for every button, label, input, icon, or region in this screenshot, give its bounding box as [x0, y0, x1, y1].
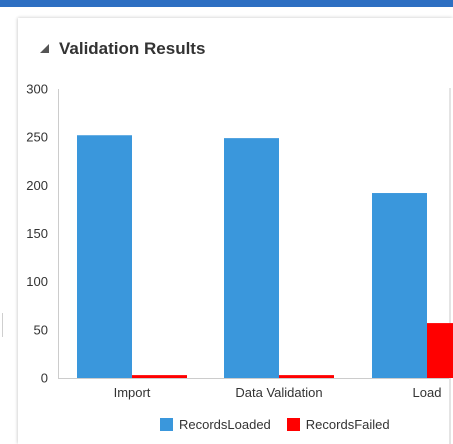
- triangle-collapse-icon[interactable]: [40, 44, 49, 53]
- bar-records-loaded-import: [77, 135, 132, 378]
- bar-records-loaded-load: [372, 193, 427, 378]
- y-tick-label: 0: [41, 371, 48, 386]
- chart-legend: RecordsLoaded RecordsFailed: [160, 416, 406, 432]
- legend-label: RecordsLoaded: [179, 416, 271, 432]
- y-tick-label: 200: [26, 178, 48, 193]
- panel-scroll-edge: [449, 88, 451, 444]
- x-category-label: Load: [413, 385, 442, 400]
- bar-records-failed-data-validation: [279, 375, 334, 378]
- side-edge-marker: [0, 313, 3, 337]
- panel-title: Validation Results: [59, 39, 206, 58]
- y-tick-label: 100: [26, 274, 48, 289]
- panel-header: Validation Results: [18, 18, 453, 80]
- bar-records-failed-import: [132, 375, 187, 378]
- bar-records-failed-load: [427, 323, 453, 378]
- legend-item-recordsfailed[interactable]: RecordsFailed: [286, 416, 390, 432]
- legend-item-recordsloaded[interactable]: RecordsLoaded: [160, 417, 271, 432]
- legend-swatch: [160, 417, 173, 431]
- y-tick-label: 150: [26, 226, 48, 241]
- y-tick-label: 250: [26, 130, 48, 145]
- x-category-label: Import: [114, 385, 151, 400]
- top-accent-bar: [0, 0, 453, 7]
- y-tick-label: 50: [34, 322, 48, 337]
- y-tick-label: 300: [26, 82, 48, 97]
- legend-swatch: [286, 417, 300, 431]
- x-category-label: Data Validation: [235, 385, 322, 400]
- bar-records-loaded-data-validation: [224, 138, 279, 378]
- legend-label: RecordsFailed: [305, 416, 390, 432]
